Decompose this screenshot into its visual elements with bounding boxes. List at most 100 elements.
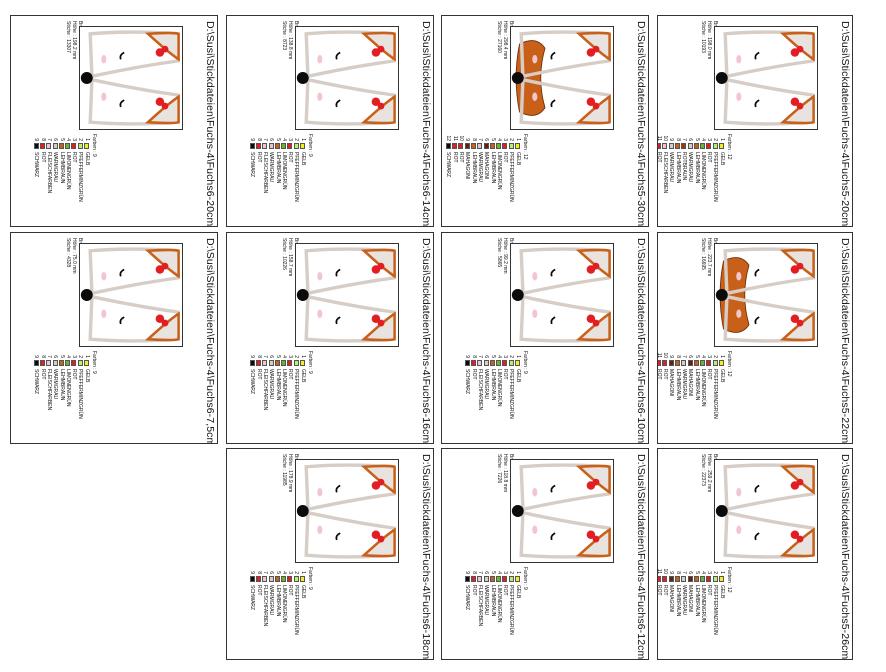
thread-number: 4 [280, 355, 287, 358]
thread-color-row: 10 FLEISCHFARBEN [662, 134, 668, 202]
color-count: Farben : 9 [522, 567, 528, 590]
thread-name: ROT [255, 585, 262, 596]
thread-color-row: 2 PFEFFERMINZGRÜN [508, 567, 514, 635]
thread-number: 10 [662, 352, 669, 358]
thread-swatch [712, 143, 718, 149]
thread-number: 5 [58, 355, 65, 358]
file-path-title: D:\Susi\Stickdateien\Fuchs-4\Fuchs6-16cm… [420, 238, 432, 444]
thread-swatch [687, 576, 693, 582]
thread-number: 2 [77, 138, 84, 141]
thread-swatch [681, 360, 687, 366]
color-count: Farben : 9 [91, 351, 97, 374]
thread-name: LIMONENGRÜN [699, 585, 706, 623]
thread-number: 7 [45, 138, 52, 141]
thread-number: 7 [45, 355, 52, 358]
thread-swatch [508, 360, 514, 366]
thread-swatch [65, 143, 71, 149]
thread-name: PFEFFERMINZGRÜN [508, 152, 515, 202]
thread-swatch [508, 576, 514, 582]
thread-name: ROTBRAUN [680, 152, 687, 181]
thread-number: 5 [489, 138, 496, 141]
thread-number: 2 [712, 571, 719, 574]
thread-name: LIMONENGRÜN [495, 585, 502, 623]
thread-name: GELB [514, 585, 521, 599]
thread-number: 5 [489, 571, 496, 574]
thread-swatch [706, 576, 712, 582]
file-path-title: D:\Susi\Stickdateien\Fuchs-4\Fuchs5-26cm… [839, 454, 851, 660]
thread-number: 9 [249, 355, 256, 358]
thread-name: FLEISCHFARBEN [261, 152, 268, 194]
thread-name: ROT [657, 585, 662, 596]
thread-number: 7 [476, 355, 483, 358]
thread-number: 4 [699, 571, 706, 574]
thread-swatch [274, 576, 280, 582]
thread-color-row: 7 FLEISCHFARBEN [262, 351, 268, 419]
thread-swatch [483, 360, 489, 366]
thread-number: 9 [464, 355, 471, 358]
thread-swatch [662, 143, 668, 149]
thread-swatch [668, 143, 674, 149]
thread-number: 5 [489, 355, 496, 358]
thread-name: ROT [502, 369, 509, 380]
dimension-height: Höhe : 198.2 mm [71, 21, 77, 60]
thread-number: 9 [33, 355, 40, 358]
thread-name: LEHMBRAUN [489, 585, 496, 617]
thread-swatch [268, 360, 274, 366]
thread-swatch [58, 360, 64, 366]
thread-name: GELB [718, 152, 725, 166]
thread-color-row: 4 LIMONENGRÜN [700, 134, 706, 202]
thread-number: 3 [502, 571, 509, 574]
thread-name: SCHWARZ [445, 152, 452, 178]
thread-name: GELB [83, 152, 90, 166]
thread-name: ROT [287, 585, 294, 596]
thread-name: LEHMBRAUN [489, 152, 496, 184]
thread-swatch [700, 360, 706, 366]
thread-name: SCHWARZ [464, 585, 471, 611]
thread-number: 8 [255, 571, 262, 574]
thread-swatch [445, 143, 451, 149]
thread-color-list: Farben : 12 1 GELB 2 PFEFFERMINZGRÜN 3 ROT 4 LIM… [657, 567, 732, 635]
thread-swatch [496, 143, 502, 149]
thread-name: PFEFFERMINZGRÜN [712, 152, 719, 202]
thread-color-row: 4 LIMONENGRÜN [65, 351, 71, 419]
thread-swatch [65, 360, 71, 366]
thread-swatch [293, 360, 299, 366]
thread-swatch [262, 143, 268, 149]
thread-swatch [674, 360, 680, 366]
thread-name: GELB [718, 585, 725, 599]
thread-swatch [477, 360, 483, 366]
thread-number: 8 [255, 355, 262, 358]
design-sheet-card: D:\Susi\Stickdateien\Fuchs-4\Fuchs5-30cm… [441, 15, 649, 227]
thread-color-list: Farben : 9 1 GELB 2 PFEFFERMINZGRÜN 3 ROT 4 LIMO… [249, 351, 313, 419]
thread-name: GELB [299, 585, 306, 599]
thread-name: ROT [458, 152, 465, 163]
thread-name: LEHMBRAUN [58, 152, 65, 184]
thread-name: LEHMBRAUN [693, 585, 700, 617]
thread-name: GELB [299, 369, 306, 383]
thread-name: ROT [71, 369, 78, 380]
thread-swatch [464, 576, 470, 582]
thread-swatch [268, 576, 274, 582]
thread-number: 10 [458, 135, 465, 141]
thread-swatch [33, 143, 39, 149]
thread-swatch [681, 576, 687, 582]
thread-name: LEHMBRAUN [470, 152, 477, 184]
thread-color-list: Farben : 9 1 GELB 2 PFEFFERMINZGRÜN 3 ROT 4 LIMO… [33, 134, 97, 202]
thread-swatch [515, 143, 521, 149]
thread-name: GELB [83, 369, 90, 383]
thread-swatch [662, 360, 668, 366]
thread-name: LIMONENGRÜN [699, 369, 706, 407]
thread-color-row: 5 LEHMBRAUN [693, 134, 700, 202]
thread-name: ROT [470, 585, 477, 596]
thread-color-row: 6 WARMGRAU [483, 567, 489, 635]
thread-color-list: Farben : 12 1 GELB 2 PFEFFERMINZGRÜN 3 ROT 4 LIM… [445, 134, 528, 202]
thread-number: 6 [268, 571, 275, 574]
thread-name: SCHWARZ [249, 585, 256, 611]
dimension-height: Höhe : 178.9 mm [287, 454, 293, 493]
thread-color-list: Farben : 9 1 GELB 2 PFEFFERMINZGRÜN 3 ROT 4 LIMO… [249, 567, 313, 635]
thread-name: ROT [502, 585, 509, 596]
thread-swatch [674, 143, 680, 149]
thread-name: LEHMBRAUN [693, 369, 700, 401]
thread-swatch [287, 576, 293, 582]
thread-color-row: 2 PFEFFERMINZGRÜN [712, 351, 718, 419]
